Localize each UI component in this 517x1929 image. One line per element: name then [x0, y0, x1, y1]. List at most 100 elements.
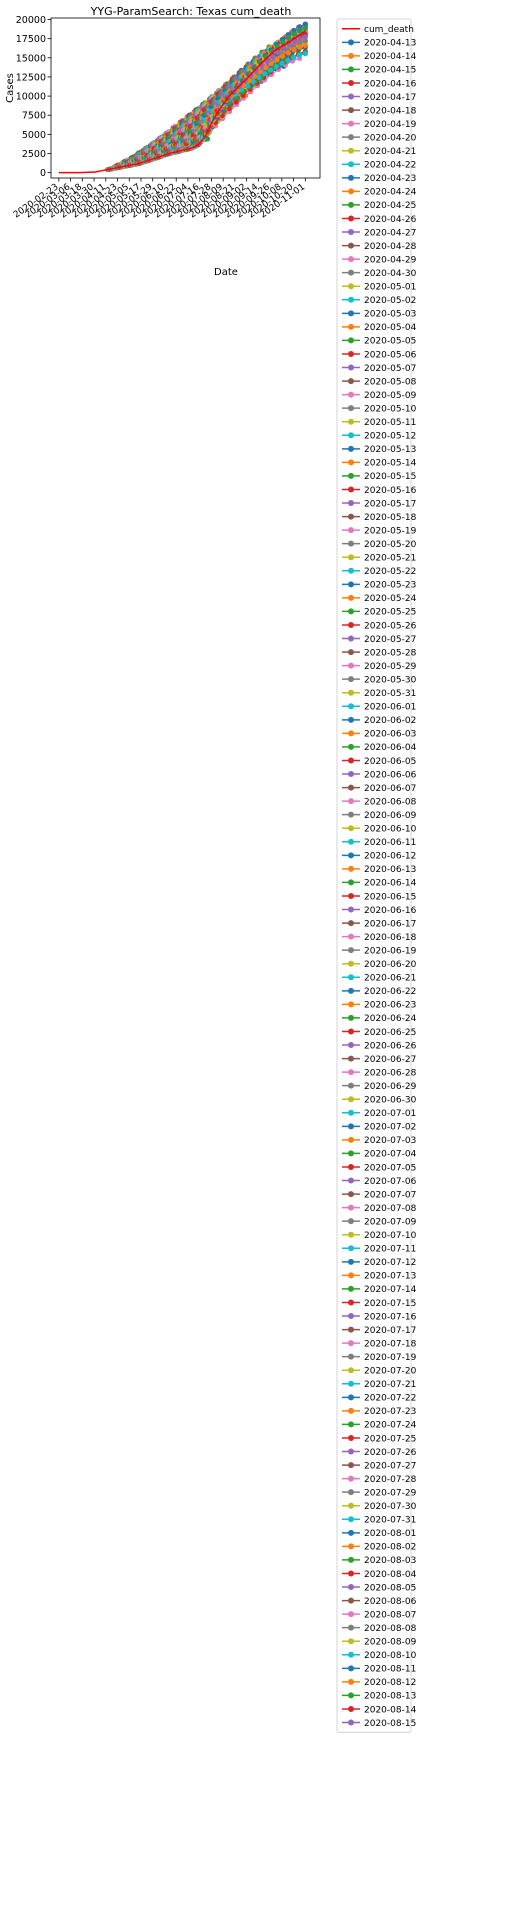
legend-swatch-marker — [348, 567, 354, 574]
legend-label: 2020-06-01 — [364, 703, 416, 713]
forecast-point — [274, 57, 280, 63]
legend-swatch-marker — [348, 1475, 354, 1482]
legend-swatch-marker — [348, 1001, 354, 1008]
legend-label: 2020-05-04 — [364, 323, 417, 333]
legend-swatch-marker — [348, 1096, 354, 1103]
legend-swatch-marker — [348, 1136, 354, 1143]
legend-label: 2020-05-05 — [364, 337, 416, 347]
legend-label: 2020-05-26 — [364, 621, 417, 631]
legend-label: 2020-05-02 — [364, 296, 416, 306]
legend-label: 2020-06-17 — [364, 919, 416, 929]
forecast-point — [273, 63, 279, 70]
legend-swatch-marker — [348, 1570, 354, 1577]
legend-swatch-marker — [348, 1028, 354, 1035]
legend-label: 2020-07-13 — [364, 1272, 416, 1282]
legend-label: 2020-05-23 — [364, 581, 416, 591]
plot-area — [50, 17, 321, 179]
forecast-point — [302, 25, 308, 31]
legend-label: 2020-06-16 — [364, 906, 417, 916]
legend-swatch-marker — [348, 174, 354, 181]
legend-label: 2020-06-26 — [364, 1041, 417, 1051]
legend-label: 2020-06-14 — [364, 879, 417, 889]
legend-label: 2020-04-20 — [364, 133, 417, 143]
legend-swatch-marker — [348, 798, 354, 805]
forecast-point — [267, 67, 274, 73]
legend-label: 2020-06-15 — [364, 892, 416, 902]
legend-label: 2020-05-22 — [364, 567, 416, 577]
legend-label: 2020-06-24 — [364, 1014, 417, 1024]
legend-label: 2020-06-12 — [364, 852, 416, 862]
legend-label: 2020-06-29 — [364, 1082, 417, 1092]
forecast-point — [302, 51, 308, 57]
y-tick-label: 20000 — [16, 15, 46, 26]
legend-label: 2020-07-03 — [364, 1136, 416, 1146]
y-tick-label: 15000 — [16, 53, 46, 64]
legend-swatch-marker — [348, 1692, 354, 1699]
legend-label: 2020-07-11 — [364, 1245, 416, 1255]
legend-swatch-marker — [348, 1434, 354, 1441]
legend-swatch-marker — [348, 635, 354, 642]
legend-swatch-marker — [348, 865, 354, 872]
forecast-point — [297, 44, 303, 50]
legend-label: 2020-05-07 — [364, 364, 416, 374]
legend-swatch-marker — [348, 1597, 354, 1604]
legend-swatch-marker — [348, 960, 354, 967]
legend-label: 2020-07-28 — [364, 1475, 417, 1485]
forecast-point — [296, 52, 303, 58]
legend-label-truth: cum_death — [364, 25, 414, 35]
legend-label: 2020-07-31 — [364, 1516, 416, 1526]
legend-swatch-marker — [348, 418, 354, 425]
legend-swatch-marker — [348, 1163, 354, 1170]
y-tick-label: 0 — [40, 168, 46, 179]
legend-swatch-marker — [348, 472, 354, 479]
legend-label: 2020-05-17 — [364, 499, 416, 509]
legend-label: 2020-08-04 — [364, 1570, 417, 1580]
legend-label: 2020-05-20 — [364, 540, 417, 550]
legend-swatch-marker — [348, 581, 354, 588]
forecast-point — [297, 36, 303, 42]
legend-label: 2020-08-14 — [364, 1705, 417, 1715]
legend-swatch-marker — [348, 1272, 354, 1279]
legend-swatch-marker — [348, 689, 354, 696]
legend-swatch-marker — [348, 147, 354, 154]
legend-label: 2020-07-20 — [364, 1367, 417, 1377]
legend-box — [336, 18, 412, 1733]
legend-label: 2020-08-06 — [364, 1597, 417, 1607]
legend-swatch-marker — [348, 1150, 354, 1157]
forecast-point — [291, 47, 297, 53]
legend-label: 2020-04-15 — [364, 66, 416, 76]
legend-label: 2020-06-20 — [364, 960, 417, 970]
legend-swatch-marker — [348, 405, 354, 412]
legend-swatch-marker — [348, 39, 354, 46]
legend-swatch-marker — [348, 1204, 354, 1211]
legend-swatch-marker — [348, 1719, 354, 1726]
legend-swatch-marker — [348, 676, 354, 683]
legend-swatch-marker — [348, 879, 354, 886]
legend-swatch-marker — [348, 215, 354, 222]
legend-swatch-marker — [348, 188, 354, 195]
legend-swatch-marker — [348, 323, 354, 330]
legend-label: 2020-04-23 — [364, 174, 416, 184]
legend-label: 2020-05-06 — [364, 350, 417, 360]
truth-line — [58, 30, 306, 174]
legend-swatch-marker — [348, 364, 354, 371]
legend-swatch-marker — [348, 459, 354, 466]
forecast-point — [263, 65, 269, 71]
legend-label: 2020-06-05 — [364, 757, 416, 767]
legend-label: 2020-08-02 — [364, 1543, 416, 1553]
legend-swatch-marker — [348, 337, 354, 344]
legend-swatch-marker — [348, 1516, 354, 1523]
y-tick-label: 5000 — [22, 130, 46, 141]
legend-label: 2020-05-19 — [364, 526, 417, 536]
legend-swatch-marker — [348, 1665, 354, 1672]
legend-swatch-marker — [348, 1299, 354, 1306]
legend-swatch-marker — [348, 486, 354, 493]
forecast-point — [238, 87, 245, 93]
legend-label: 2020-06-04 — [364, 743, 417, 753]
legend-label: 2020-07-26 — [364, 1448, 417, 1458]
legend-label: 2020-07-21 — [364, 1380, 416, 1390]
legend-swatch-marker — [348, 1245, 354, 1252]
legend-label: 2020-04-27 — [364, 228, 416, 238]
legend-label: 2020-07-29 — [364, 1488, 417, 1498]
